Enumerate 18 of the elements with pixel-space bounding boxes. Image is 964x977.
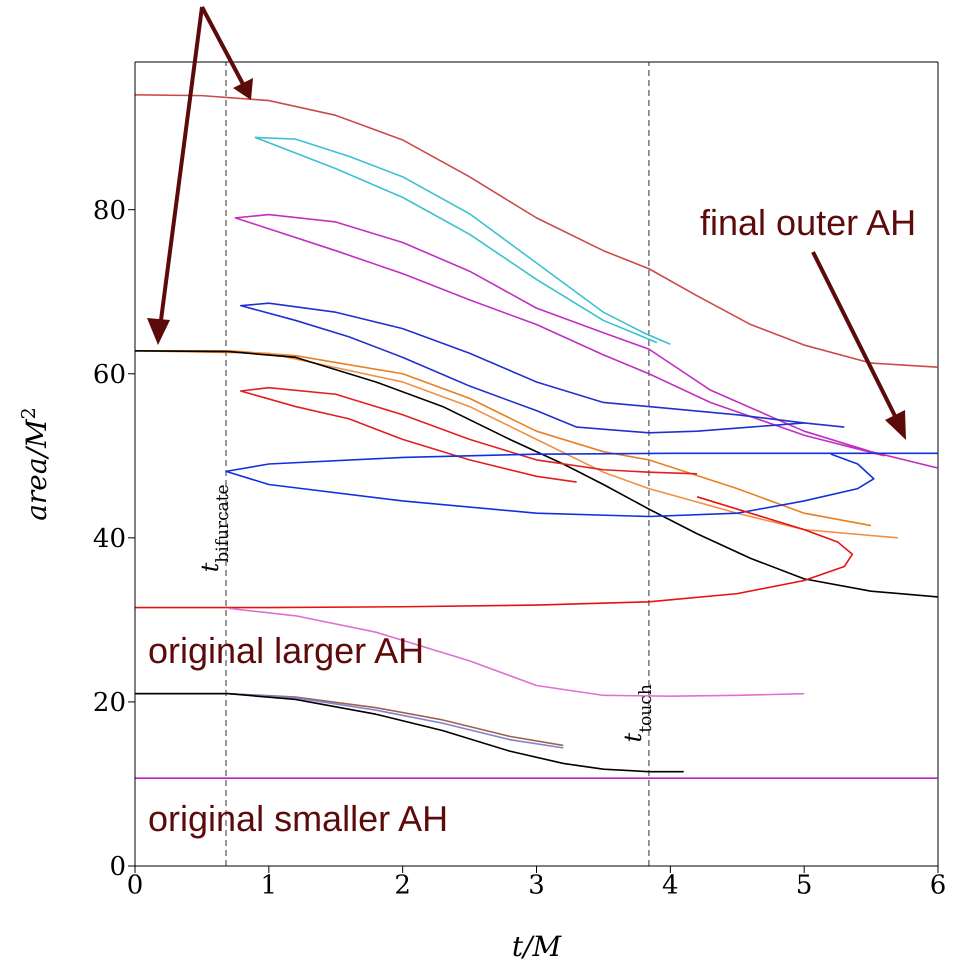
x-axis-title: t/M: [512, 930, 563, 963]
line-series: [240, 386, 698, 483]
x-tick-label: 6: [930, 870, 946, 900]
line-series: [135, 94, 938, 368]
annotation: original smaller AH: [148, 798, 448, 840]
y-tick-label: 60: [92, 360, 126, 390]
y-tick-label: 80: [92, 196, 126, 226]
x-tick-label: 1: [260, 870, 278, 900]
x-tick-label: 4: [662, 870, 679, 900]
x-tick-label: 3: [528, 870, 545, 900]
line-series: [240, 302, 846, 434]
x-tick-label: 2: [394, 870, 411, 900]
y-tick-label: 20: [92, 688, 126, 718]
x-tick-label: 5: [796, 870, 812, 900]
y-tick-label: 40: [92, 524, 126, 554]
annotation: original larger AH: [148, 630, 424, 672]
annotation: final outer AH: [700, 202, 916, 244]
line-series: [254, 136, 672, 346]
